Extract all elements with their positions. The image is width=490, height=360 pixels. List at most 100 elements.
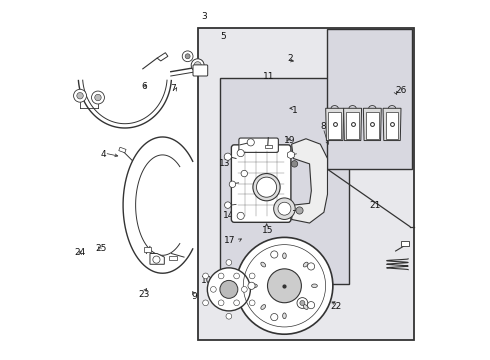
Circle shape — [203, 273, 208, 279]
Bar — [265, 145, 271, 148]
Circle shape — [308, 302, 315, 309]
Text: 23: 23 — [138, 289, 149, 298]
Ellipse shape — [283, 253, 286, 258]
Text: 1: 1 — [292, 105, 297, 114]
Polygon shape — [292, 139, 327, 223]
Text: 7: 7 — [171, 84, 176, 93]
Ellipse shape — [251, 284, 257, 288]
Circle shape — [300, 301, 305, 306]
Text: 2: 2 — [287, 54, 293, 63]
FancyBboxPatch shape — [239, 138, 278, 152]
Bar — [327, 30, 412, 169]
Bar — [386, 112, 398, 139]
Polygon shape — [343, 108, 362, 140]
Circle shape — [234, 273, 240, 279]
Circle shape — [207, 268, 250, 311]
Bar — [220, 78, 349, 284]
Bar — [119, 147, 126, 153]
Circle shape — [242, 287, 247, 292]
Text: 25: 25 — [95, 244, 106, 253]
Text: 14: 14 — [223, 211, 234, 220]
Text: 21: 21 — [369, 201, 381, 210]
Circle shape — [247, 139, 254, 146]
Circle shape — [270, 251, 278, 258]
Bar — [144, 247, 151, 252]
Text: 5: 5 — [220, 32, 226, 41]
Text: 3: 3 — [201, 12, 207, 21]
Circle shape — [194, 62, 201, 69]
Bar — [346, 112, 359, 139]
Circle shape — [224, 153, 231, 160]
FancyBboxPatch shape — [193, 65, 208, 76]
Bar — [328, 112, 341, 139]
Text: 19: 19 — [285, 136, 296, 145]
Circle shape — [237, 149, 245, 157]
Circle shape — [211, 287, 216, 292]
Polygon shape — [326, 108, 343, 140]
Polygon shape — [383, 108, 401, 140]
Circle shape — [229, 181, 236, 188]
FancyBboxPatch shape — [231, 145, 291, 222]
Ellipse shape — [261, 262, 266, 267]
Bar — [169, 256, 177, 260]
Circle shape — [234, 300, 240, 306]
Circle shape — [191, 59, 204, 72]
Bar — [401, 240, 409, 246]
Circle shape — [182, 51, 193, 62]
Circle shape — [153, 256, 160, 263]
Text: 8: 8 — [320, 122, 326, 131]
Text: 9: 9 — [191, 292, 197, 301]
Bar — [198, 28, 414, 339]
Text: 16: 16 — [290, 206, 301, 215]
Bar — [366, 112, 379, 139]
Text: 26: 26 — [395, 86, 406, 95]
Ellipse shape — [283, 313, 286, 319]
Circle shape — [92, 91, 104, 104]
Polygon shape — [157, 53, 168, 61]
Circle shape — [224, 202, 231, 208]
Polygon shape — [364, 108, 381, 140]
Text: 20: 20 — [235, 165, 247, 174]
Circle shape — [203, 300, 208, 306]
Circle shape — [249, 273, 255, 279]
Circle shape — [185, 54, 190, 59]
Circle shape — [226, 314, 232, 319]
Circle shape — [253, 174, 280, 201]
Circle shape — [218, 273, 224, 279]
Circle shape — [226, 260, 232, 265]
Ellipse shape — [303, 305, 308, 309]
Ellipse shape — [261, 305, 266, 309]
Polygon shape — [150, 253, 164, 264]
Circle shape — [241, 170, 247, 177]
Circle shape — [278, 202, 291, 215]
Circle shape — [95, 94, 101, 101]
Circle shape — [291, 161, 298, 167]
Circle shape — [237, 212, 245, 220]
Circle shape — [248, 282, 255, 289]
Circle shape — [296, 207, 303, 214]
Circle shape — [256, 177, 276, 197]
Circle shape — [297, 298, 308, 309]
Text: 11: 11 — [263, 72, 274, 81]
Circle shape — [218, 300, 224, 306]
Ellipse shape — [303, 262, 308, 267]
Circle shape — [220, 280, 238, 298]
Circle shape — [74, 89, 87, 102]
Text: 13: 13 — [219, 159, 231, 168]
Text: 4: 4 — [100, 150, 106, 159]
Text: 12: 12 — [232, 179, 244, 188]
Text: 6: 6 — [142, 82, 147, 91]
Ellipse shape — [312, 284, 318, 288]
Circle shape — [274, 198, 295, 220]
Text: 10: 10 — [201, 276, 212, 285]
Text: 24: 24 — [74, 248, 86, 257]
Circle shape — [308, 263, 315, 270]
Text: 22: 22 — [330, 302, 341, 311]
Circle shape — [249, 300, 255, 306]
Circle shape — [268, 269, 301, 303]
Circle shape — [270, 314, 278, 321]
Circle shape — [77, 93, 83, 99]
Text: 17: 17 — [223, 237, 235, 246]
Text: 15: 15 — [262, 226, 273, 235]
Text: 18: 18 — [280, 154, 292, 163]
